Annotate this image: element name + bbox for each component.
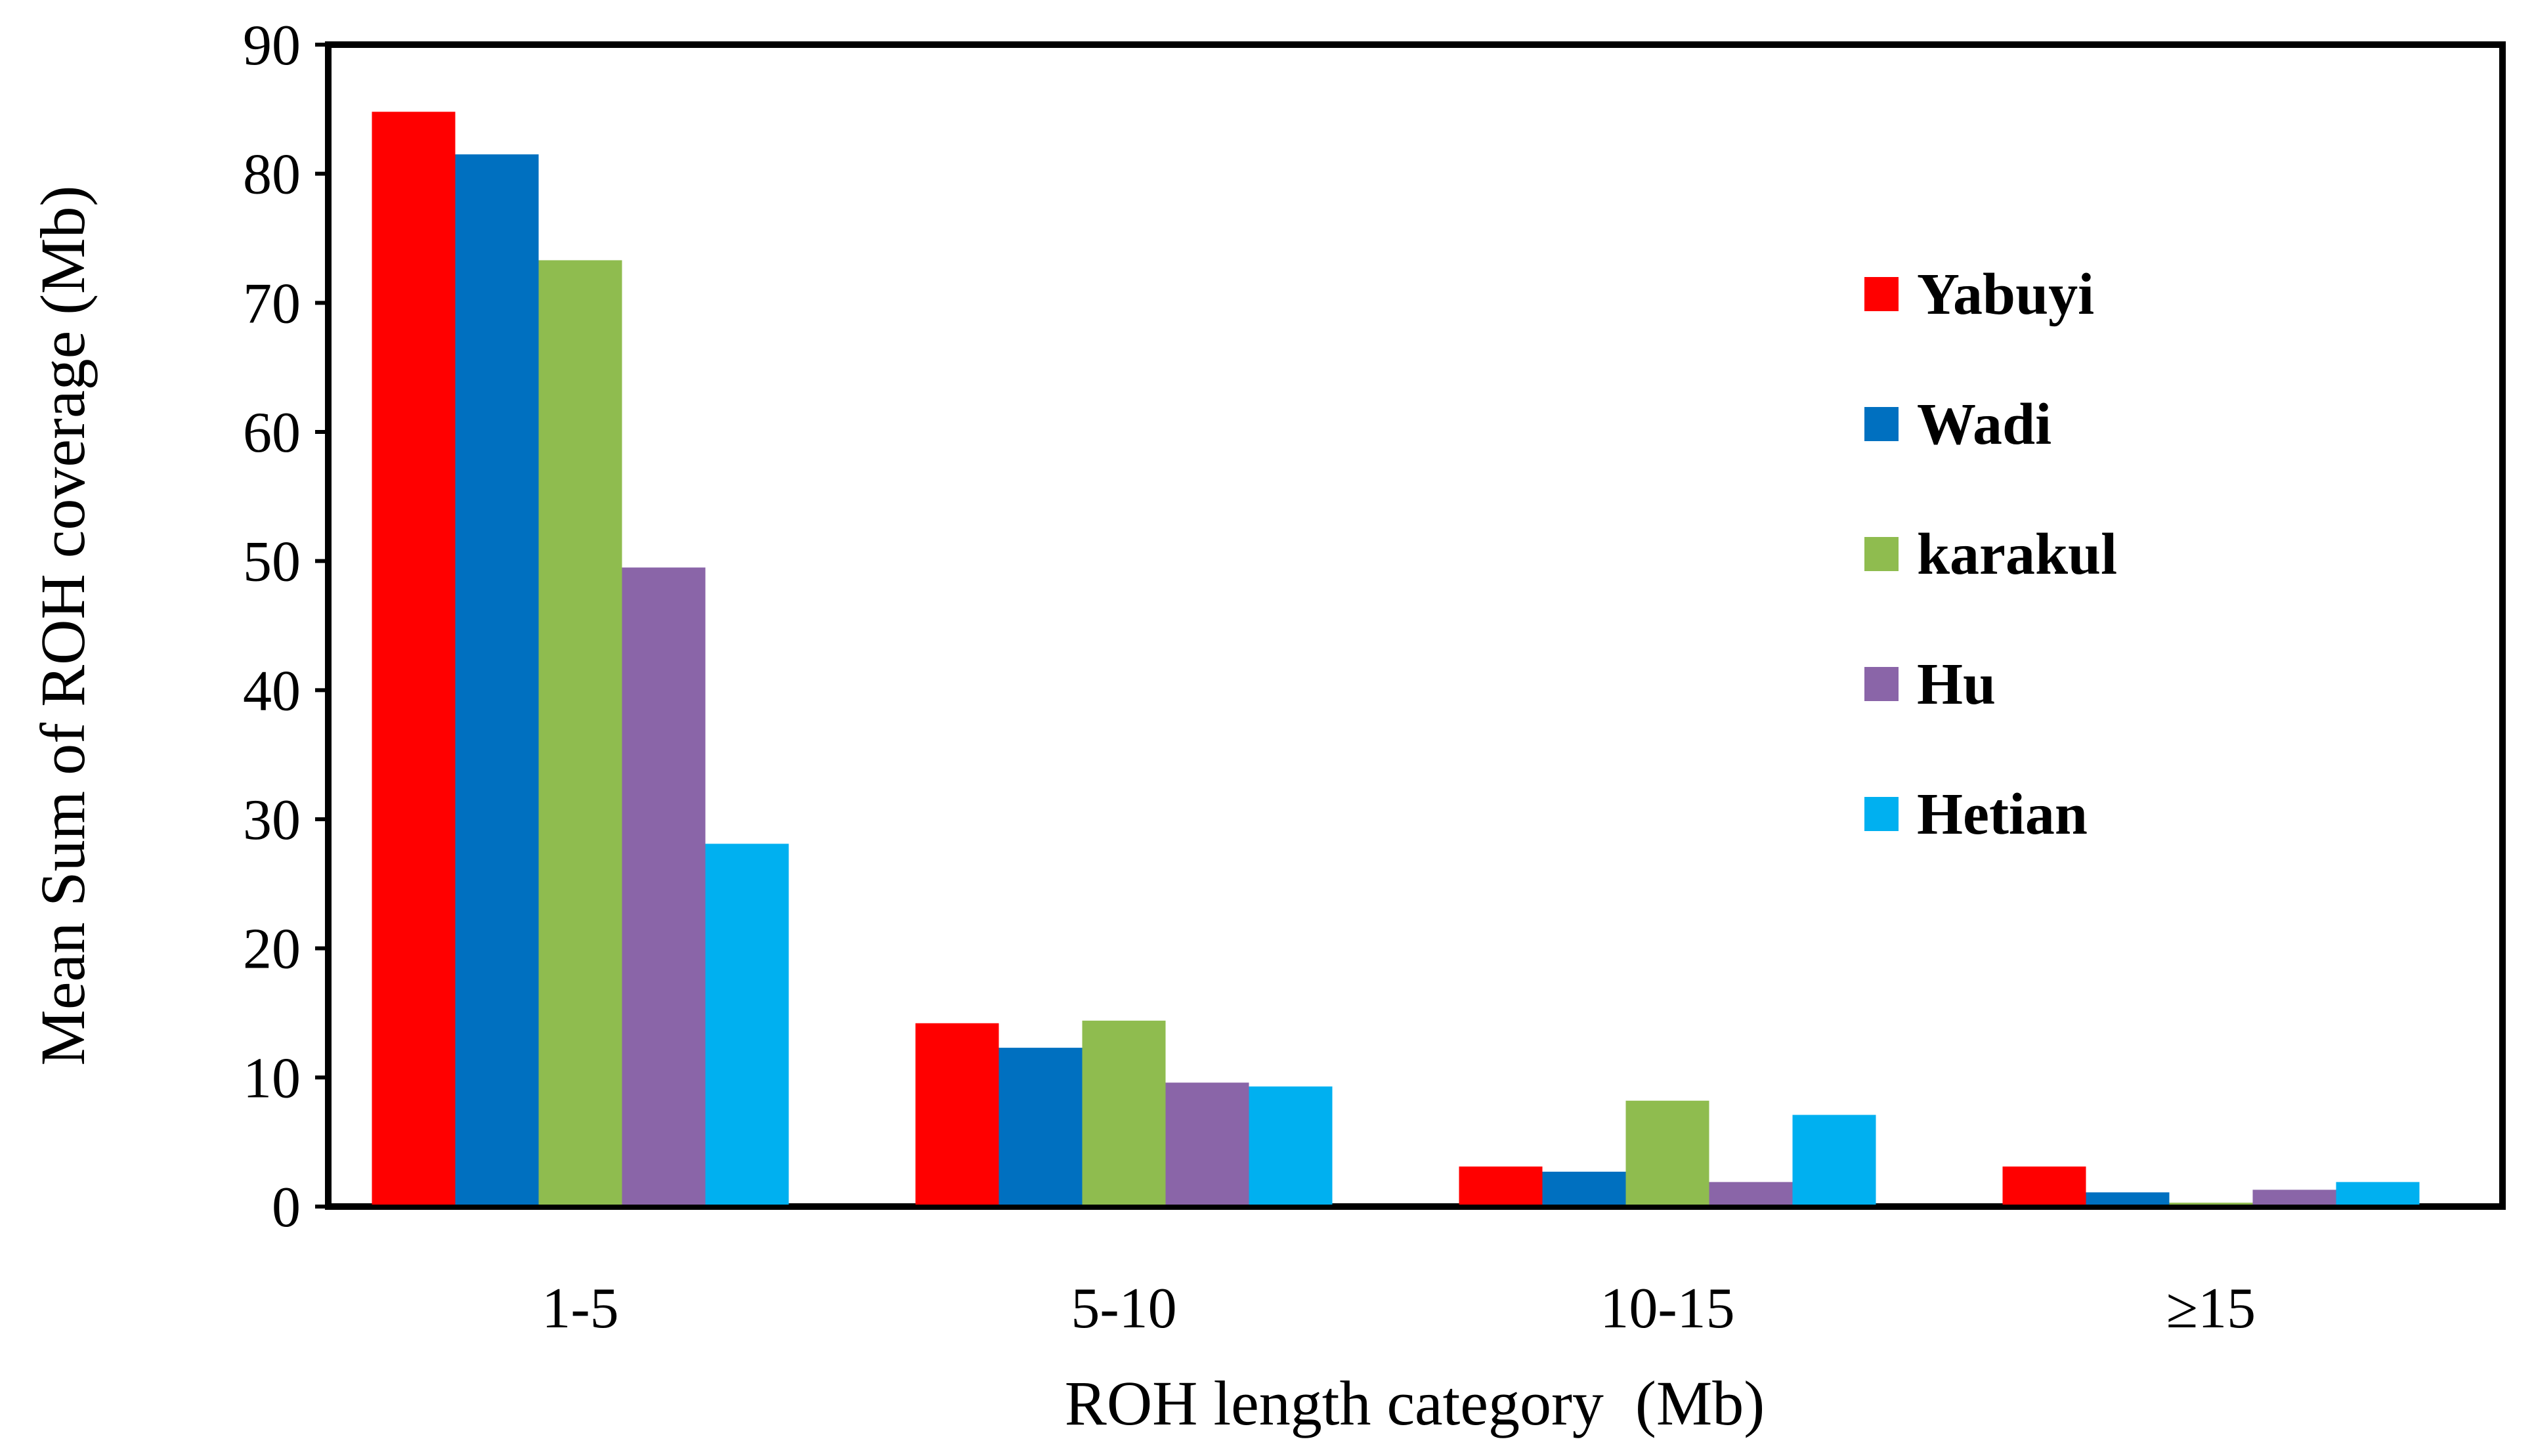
- legend-swatch-hetian: [1864, 797, 1899, 831]
- bar-yabuyi-2: [1459, 1167, 1543, 1207]
- y-axis-ticks: 0 10 20 30 40 50 60 70 80 90: [243, 14, 328, 1239]
- bar-karakul-2: [1625, 1100, 1709, 1207]
- bar-hu-0: [622, 567, 706, 1207]
- bar-hetian-3: [2336, 1182, 2420, 1207]
- y-tick-label: 80: [243, 143, 301, 207]
- x-tick-label: 5-10: [1071, 1277, 1176, 1340]
- bar-hu-2: [1709, 1182, 1793, 1207]
- bar-wadi-3: [2086, 1192, 2170, 1207]
- y-tick-label: 20: [243, 918, 301, 981]
- y-tick-label: 40: [243, 659, 301, 723]
- bar-group: [372, 112, 2420, 1207]
- bar-hetian-2: [1792, 1115, 1876, 1207]
- bar-wadi-2: [1542, 1171, 1626, 1207]
- bar-hetian-1: [1249, 1086, 1333, 1207]
- legend-label-hu: Hu: [1917, 652, 1996, 717]
- legend-label-wadi: Wadi: [1917, 392, 2051, 457]
- y-axis-title: Mean Sum of ROH coverage (Mb): [28, 186, 98, 1066]
- bar-karakul-0: [538, 260, 622, 1207]
- bar-yabuyi-3: [2002, 1167, 2086, 1207]
- x-tick-label: 1-5: [542, 1277, 618, 1340]
- legend-label-hetian: Hetian: [1917, 782, 2088, 847]
- y-tick-label: 0: [272, 1176, 301, 1239]
- x-tick-label: ≥15: [2166, 1277, 2256, 1340]
- y-tick-label: 50: [243, 530, 301, 594]
- bar-hetian-0: [705, 844, 789, 1207]
- legend-swatch-yabuyi: [1864, 277, 1899, 311]
- bar-wadi-1: [999, 1048, 1083, 1207]
- bar-hu-3: [2252, 1189, 2336, 1207]
- y-tick-label: 30: [243, 788, 301, 852]
- legend-swatch-wadi: [1864, 407, 1899, 441]
- y-tick-label: 70: [243, 272, 301, 335]
- y-tick-label: 10: [243, 1046, 301, 1110]
- bar-karakul-1: [1082, 1020, 1166, 1207]
- y-tick-label: 60: [243, 401, 301, 465]
- y-tick-label: 90: [243, 14, 301, 77]
- bar-yabuyi-1: [915, 1023, 999, 1207]
- legend-swatch-hu: [1864, 667, 1899, 701]
- legend-label-karakul: karakul: [1917, 522, 2117, 587]
- legend-label-yabuyi: Yabuyi: [1917, 262, 2094, 327]
- bar-yabuyi-0: [372, 112, 456, 1207]
- bar-hu-1: [1165, 1082, 1249, 1207]
- x-axis-title: ROH length category (Mb): [1065, 1368, 1765, 1438]
- legend-swatch-karakul: [1864, 537, 1899, 571]
- x-tick-label: 10-15: [1600, 1277, 1734, 1340]
- x-axis-ticks: 1-5 5-10 10-15 ≥15: [542, 1277, 2256, 1340]
- bar-wadi-0: [455, 154, 539, 1207]
- legend: Yabuyi Wadi karakul Hu Hetian: [1864, 262, 2117, 847]
